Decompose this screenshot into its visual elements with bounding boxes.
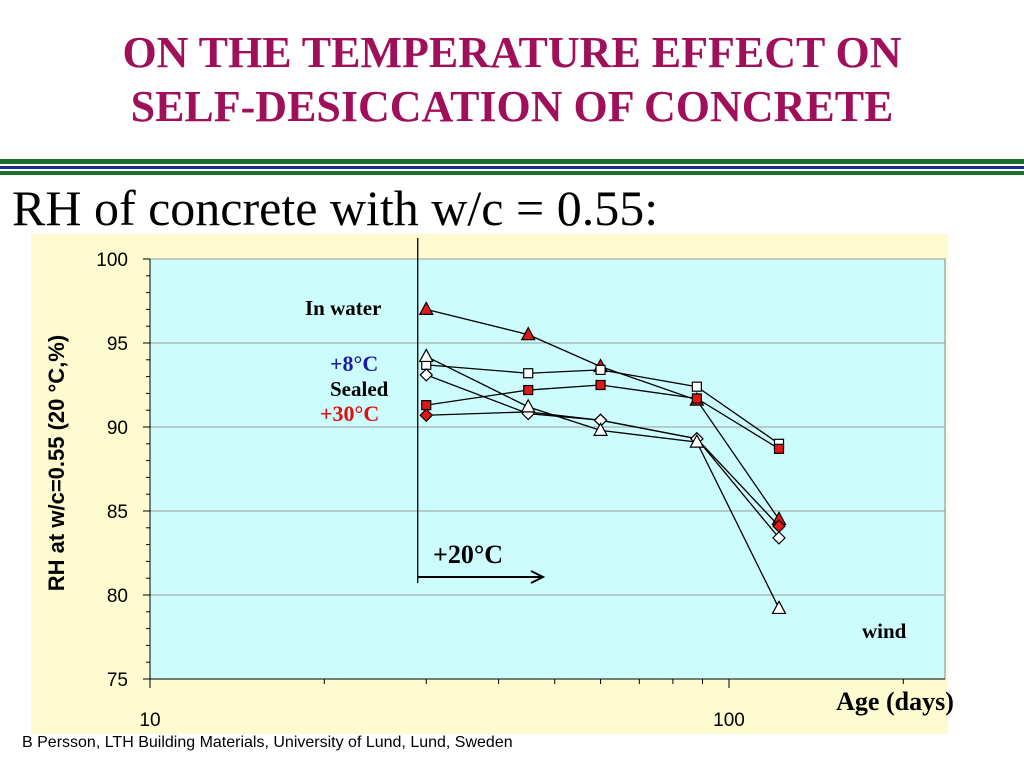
label-plus30: +30°C	[320, 401, 379, 426]
y-tick-label-95: 95	[107, 334, 128, 355]
series-3-point-4	[691, 393, 702, 404]
series-3-point-1	[421, 400, 432, 411]
series-4-point-1	[419, 408, 434, 423]
series-5-point-1	[419, 368, 434, 382]
series-group	[418, 301, 787, 615]
title-divider	[0, 157, 1024, 179]
series-5-point-5	[772, 531, 786, 545]
series-3-point-2	[523, 384, 534, 396]
y-tick-label-90: 90	[107, 418, 128, 439]
tick-labels: 75 80 85 90 95 100 10 100	[96, 250, 745, 731]
x-tick-label-10: 10	[139, 710, 160, 731]
x-axis-label: Age (days)	[836, 687, 954, 716]
series-2-point-2	[523, 368, 534, 379]
label-sealed: Sealed	[330, 377, 389, 401]
y-tick-label-100: 100	[96, 250, 128, 271]
x-tick-label-100: 100	[713, 710, 745, 731]
y-tick-label-75: 75	[107, 670, 128, 691]
title-line-2: SELF-DESICCATION OF CONCRETE	[130, 82, 894, 131]
footer-credit: B Persson, LTH Building Materials, Unive…	[22, 734, 513, 751]
series-6-point-5	[771, 600, 787, 615]
label-plus8: +8°C	[330, 351, 378, 376]
series-1-point-2	[520, 326, 536, 341]
divider-green-bar-bottom	[0, 171, 1024, 175]
series-3-point-5	[773, 443, 785, 454]
plus20-arrow-head	[530, 570, 546, 584]
y-tick-label-85: 85	[107, 502, 128, 523]
y-axis-label: RH at w/c=0.55 (20 °C,%)	[44, 335, 69, 591]
title-line-1: ON THE TEMPERATURE EFFECT ON	[122, 28, 902, 77]
y-tick-label-80: 80	[107, 586, 128, 607]
series-1-point-1	[418, 301, 434, 315]
series-2-point-3	[595, 364, 606, 375]
series-6-point-2	[520, 398, 536, 413]
plot-area	[149, 258, 946, 680]
series-6-point-4	[689, 433, 705, 448]
axes	[143, 258, 945, 688]
series-2-point-4	[691, 381, 702, 392]
series-6-point-1	[418, 348, 434, 363]
label-wind: wind	[862, 619, 907, 643]
annotations: In water +8°C Sealed +30°C +20°C wind	[305, 238, 907, 643]
divider-navy-bar	[0, 166, 1024, 169]
series-6-point-3	[593, 422, 609, 436]
label-in-water: In water	[305, 296, 381, 320]
series-3-point-3	[595, 379, 606, 391]
slide-subtitle: RH of concrete with w/c = 0.55:	[12, 180, 659, 236]
slide-title: ON THE TEMPERATURE EFFECT ON SELF-DESICC…	[0, 26, 1024, 134]
label-plus20: +20°C	[433, 540, 503, 569]
divider-green-bar-top	[0, 159, 1024, 164]
